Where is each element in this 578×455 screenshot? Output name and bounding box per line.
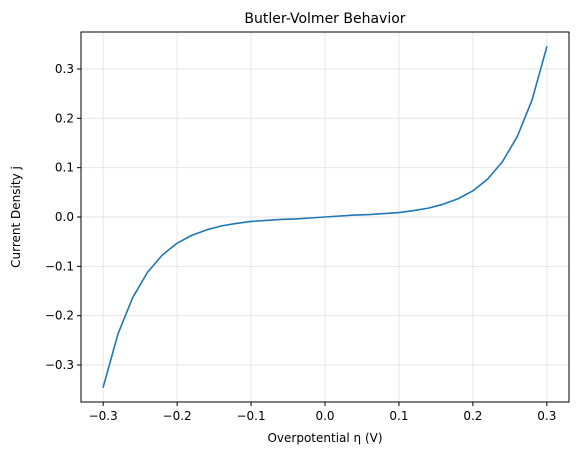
- x-tick-label: 0.3: [537, 409, 556, 423]
- y-tick-label: −0.1: [45, 259, 74, 273]
- y-axis-ticks: −0.3 −0.2 −0.1 0.0 0.1 0.2 0.3: [45, 62, 81, 372]
- chart-title: Butler-Volmer Behavior: [244, 11, 405, 27]
- y-tick-label: 0.0: [55, 210, 74, 224]
- x-tick-label: −0.2: [163, 409, 192, 423]
- x-tick-label: 0.0: [315, 409, 334, 423]
- y-tick-label: −0.2: [45, 309, 74, 323]
- x-axis-ticks: −0.3 −0.2 −0.1 0.0 0.1 0.2 0.3: [89, 402, 556, 423]
- series-layer: [102, 46, 548, 388]
- x-tick-label: −0.3: [89, 409, 118, 423]
- x-tick-label: −0.1: [236, 409, 265, 423]
- grid: [81, 32, 569, 402]
- series-line: [102, 46, 548, 388]
- x-axis-label: Overpotential η (V): [267, 431, 382, 445]
- x-tick-label: 0.2: [463, 409, 482, 423]
- y-tick-label: 0.3: [55, 62, 74, 76]
- y-tick-label: 0.1: [55, 161, 74, 175]
- y-axis-label: Current Density j: [9, 166, 23, 268]
- y-tick-label: 0.2: [55, 111, 74, 125]
- y-tick-label: −0.3: [45, 358, 74, 372]
- x-tick-label: 0.1: [389, 409, 408, 423]
